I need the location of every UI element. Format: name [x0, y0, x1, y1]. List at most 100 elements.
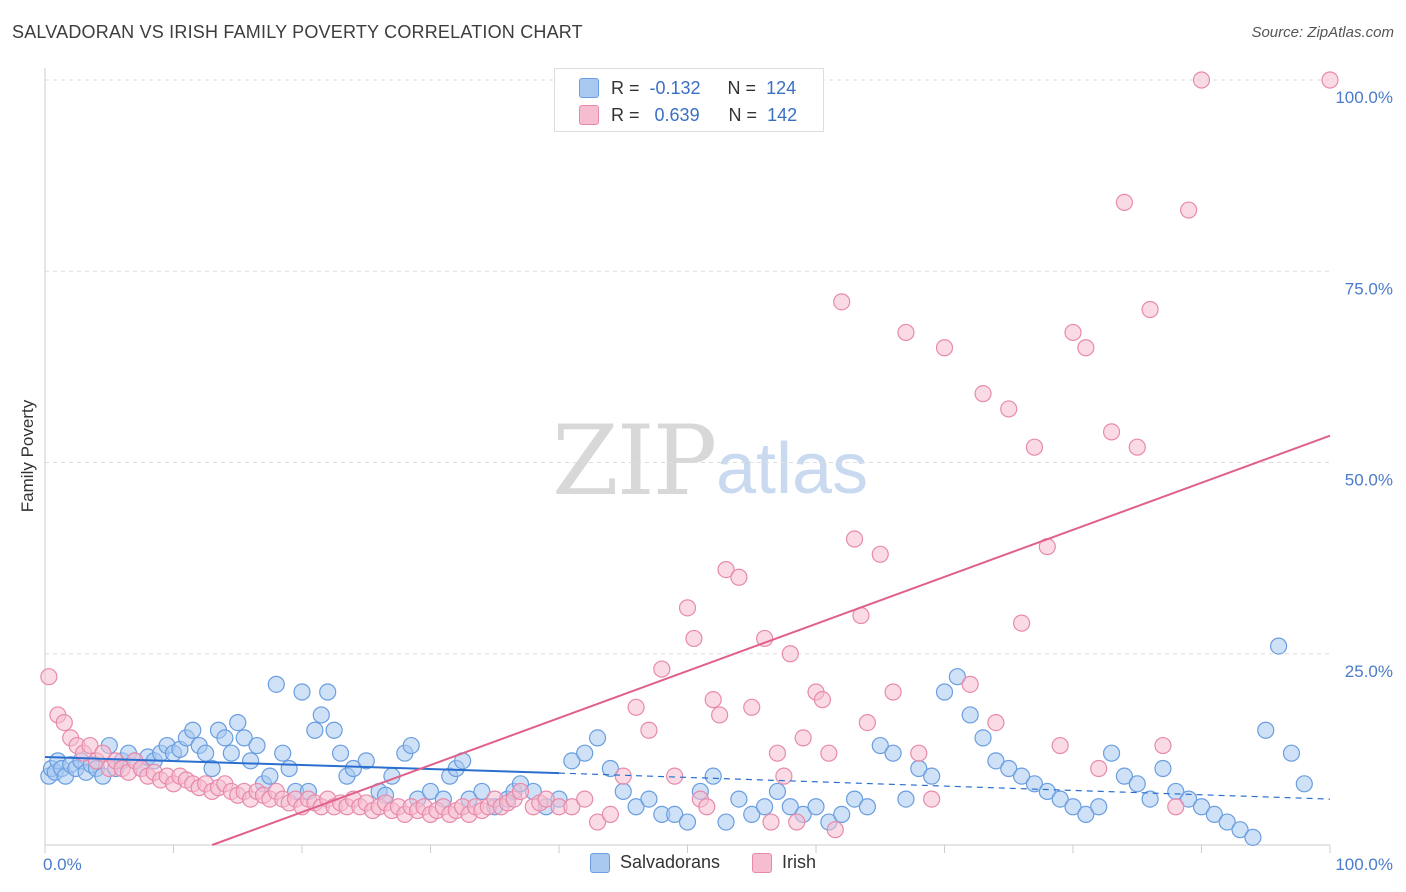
point-irish	[1051, 736, 1069, 755]
point-salvadorans	[197, 744, 215, 762]
point-salvadorans	[312, 706, 330, 724]
source-label: Source: ZipAtlas.com	[1251, 24, 1394, 41]
legend-label-salvadorans: Salvadorans	[619, 852, 721, 872]
point-salvadorans	[306, 721, 324, 739]
point-salvadorans	[261, 767, 279, 785]
point-irish	[711, 706, 729, 724]
point-salvadorans	[222, 744, 240, 762]
legend-row-salvadorans: R = -0.132 N = 124	[579, 77, 796, 99]
legend-row-irish: R = 0.639 N = 142	[579, 104, 797, 126]
point-salvadorans	[1064, 798, 1082, 816]
point-irish	[94, 744, 112, 762]
point-salvadorans	[974, 729, 992, 747]
correlation-legend: R = -0.132 N = 124 R = 0.639 N = 142	[554, 68, 824, 132]
point-irish	[640, 721, 658, 739]
point-salvadorans	[987, 752, 1005, 770]
point-irish	[935, 339, 954, 357]
point-salvadorans	[833, 805, 851, 824]
point-salvadorans	[203, 759, 221, 778]
point-salvadorans	[781, 798, 799, 816]
point-salvadorans	[576, 744, 594, 762]
point-irish	[897, 323, 915, 342]
point-salvadorans	[1244, 828, 1262, 846]
point-salvadorans	[267, 675, 285, 693]
point-salvadorans	[1128, 775, 1146, 793]
point-salvadorans	[184, 721, 202, 739]
point-irish	[588, 813, 607, 831]
point-salvadorans	[229, 713, 247, 732]
y-tick-label: 25.0%	[1345, 662, 1393, 681]
point-irish	[858, 713, 877, 732]
point-irish	[1154, 736, 1172, 755]
point-salvadorans	[1154, 759, 1172, 778]
point-irish	[974, 385, 992, 403]
point-irish	[768, 744, 787, 762]
point-salvadorans	[1141, 790, 1159, 808]
point-irish	[1102, 423, 1121, 441]
point-irish	[1180, 201, 1198, 219]
point-irish	[820, 744, 838, 762]
point-irish	[755, 629, 774, 648]
point-salvadorans	[858, 798, 877, 816]
point-salvadorans	[1012, 767, 1031, 785]
point-salvadorans	[1282, 744, 1301, 762]
point-salvadorans	[1000, 759, 1018, 778]
point-salvadorans	[1051, 790, 1069, 808]
legend-r-label: R =	[611, 77, 640, 98]
point-irish	[1000, 400, 1018, 418]
point-irish	[563, 798, 581, 816]
legend-n-value: 124	[766, 77, 797, 98]
point-irish	[666, 767, 684, 785]
point-salvadorans	[325, 721, 343, 739]
point-salvadorans	[755, 798, 774, 816]
point-salvadorans	[743, 805, 761, 824]
point-salvadorans	[421, 782, 440, 801]
legend-item-salvadorans[interactable]: Salvadorans	[589, 852, 721, 873]
point-salvadorans	[293, 683, 311, 701]
point-irish	[40, 668, 58, 686]
point-salvadorans	[717, 813, 735, 831]
point-irish	[871, 545, 889, 563]
point-salvadorans	[768, 782, 787, 801]
point-salvadorans	[248, 736, 266, 755]
y-tick-label: 50.0%	[1345, 471, 1393, 490]
point-salvadorans	[1269, 637, 1288, 655]
legend-n-value: 142	[767, 104, 798, 125]
point-salvadorans	[923, 767, 941, 785]
point-irish	[1025, 438, 1044, 456]
point-irish	[775, 767, 793, 785]
point-salvadorans	[357, 752, 375, 770]
legend-item-irish[interactable]: Irish	[752, 852, 816, 873]
trendline-irish	[211, 434, 1331, 846]
point-salvadorans	[235, 729, 253, 747]
chart-title: SALVADORAN VS IRISH FAMILY POVERTY CORRE…	[12, 22, 583, 42]
point-irish	[1012, 614, 1031, 632]
point-irish	[576, 790, 594, 808]
watermark-atlas: atlas	[716, 429, 869, 509]
point-irish	[987, 713, 1005, 732]
legend-swatch-salvadorans	[589, 852, 610, 873]
point-irish	[614, 767, 632, 785]
point-salvadorans	[1025, 775, 1044, 793]
point-salvadorans	[1231, 821, 1249, 839]
point-salvadorans	[563, 752, 581, 770]
point-irish	[1064, 323, 1082, 342]
point-irish	[653, 660, 671, 678]
legend-label-irish: Irish	[782, 852, 817, 872]
point-irish	[794, 729, 812, 747]
legend-swatch-irish	[579, 105, 599, 125]
point-irish	[601, 805, 620, 824]
point-irish	[685, 629, 703, 648]
point-irish	[826, 821, 844, 839]
point-irish	[704, 691, 722, 709]
point-irish	[1128, 438, 1146, 456]
point-salvadorans	[280, 759, 298, 778]
point-salvadorans	[473, 782, 491, 801]
legend-swatch-salvadorans	[579, 78, 599, 98]
point-irish	[627, 698, 645, 716]
point-salvadorans	[1038, 782, 1056, 801]
legend-r-label: R =	[611, 104, 640, 125]
point-salvadorans	[1218, 813, 1236, 831]
point-salvadorans	[1102, 744, 1121, 762]
